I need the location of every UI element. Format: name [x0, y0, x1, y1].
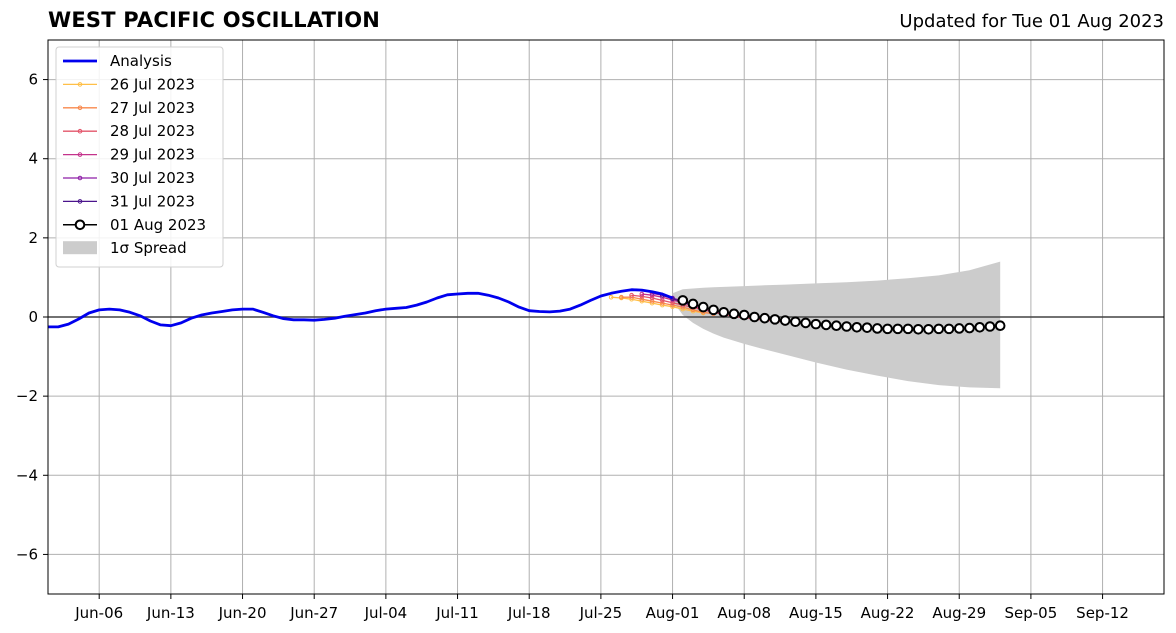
current-forecast-point	[800, 317, 811, 329]
current-forecast-point	[872, 323, 883, 334]
forecast-point	[660, 300, 665, 306]
legend-item: 01 Aug 2023	[63, 216, 206, 234]
legend-label: 1σ Spread	[110, 239, 187, 257]
x-tick-label: Jun-20	[218, 604, 267, 622]
legend-marker	[77, 175, 83, 181]
current-forecast-point	[810, 318, 822, 330]
current-forecast-point	[738, 309, 750, 321]
x-tick-label: Jul-25	[579, 604, 623, 622]
legend-swatch	[63, 241, 97, 255]
legend-item: Analysis	[63, 52, 172, 70]
current-forecast-point	[933, 323, 945, 335]
current-forecast-point	[841, 321, 852, 332]
x-tick-label: Jun-13	[146, 604, 195, 622]
legend-label: 01 Aug 2023	[110, 216, 206, 234]
forecast-point	[619, 294, 624, 300]
forecast-line	[611, 296, 704, 314]
legend-marker	[77, 152, 83, 157]
legend-label: 30 Jul 2023	[110, 169, 195, 187]
current-forecast-point	[820, 319, 832, 331]
forecast-point	[629, 292, 634, 298]
y-tick-label: −4	[16, 466, 38, 484]
current-forecast-point	[697, 301, 709, 313]
current-forecast-point	[769, 314, 781, 325]
y-axis: −6 −4 −2 0 2 4 6	[16, 71, 48, 563]
x-tick-label: Aug-29	[932, 604, 986, 622]
forecast-point	[649, 295, 655, 301]
legend-label: 28 Jul 2023	[110, 122, 195, 140]
x-tick-label: Aug-01	[646, 604, 700, 622]
legend-label: 31 Jul 2023	[110, 192, 195, 210]
legend-marker	[74, 219, 86, 231]
current-forecast-point	[759, 312, 770, 324]
y-tick-label: 4	[28, 150, 38, 168]
legend-marker	[77, 82, 83, 87]
legend-label: 26 Jul 2023	[110, 75, 195, 93]
x-tick-label: Jul-18	[507, 604, 551, 622]
current-forecast-point	[912, 323, 924, 335]
current-forecast-point	[718, 306, 730, 318]
current-forecast-point	[902, 323, 914, 335]
series-lines	[48, 288, 1006, 335]
current-forecast-point	[923, 323, 934, 335]
legend-marker	[77, 128, 83, 134]
x-axis: Jun-06 Jun-13 Jun-20 Jun-27 Jul-04 Jul-11 Jul-…	[74, 594, 1129, 622]
current-forecast-point	[779, 315, 791, 326]
legend-item: 31 Jul 2023	[63, 192, 195, 210]
analysis-line	[48, 288, 674, 329]
forecast-point	[608, 294, 614, 300]
current-forecast-point	[964, 322, 975, 334]
legend-marker	[77, 199, 83, 204]
legend: Analysis 26 Jul 2023 27 Jul 2023 28 Jul 202…	[55, 46, 224, 268]
forecast-point	[639, 291, 645, 297]
current-forecast-point	[728, 308, 740, 320]
current-forecast-point	[851, 321, 863, 333]
current-forecast-point	[831, 320, 842, 332]
legend-item: 27 Jul 2023	[63, 99, 195, 117]
legend-item: 26 Jul 2023	[63, 75, 195, 93]
current-forecast-point	[943, 323, 955, 335]
x-tick-label: Jul-11	[435, 604, 479, 622]
forecast-line	[621, 296, 714, 315]
legend-label: Analysis	[110, 52, 172, 70]
legend-box	[55, 46, 224, 268]
current-forecast-point	[861, 322, 873, 333]
current-forecast-point	[882, 323, 893, 335]
current-forecast-point	[892, 323, 904, 335]
forecast-point	[649, 292, 655, 298]
y-tick-label: −6	[16, 545, 38, 563]
x-tick-label: Jul-04	[364, 604, 408, 622]
legend-item: 30 Jul 2023	[63, 169, 195, 187]
current-forecast-point	[749, 311, 760, 323]
current-forecast-point	[790, 316, 801, 328]
legend-label: 27 Jul 2023	[110, 99, 195, 117]
legend-item: 29 Jul 2023	[63, 146, 195, 164]
current-forecast-point	[974, 321, 986, 333]
x-tick-label: Aug-15	[789, 604, 843, 622]
y-tick-label: −2	[16, 387, 38, 405]
current-forecast-point	[687, 298, 699, 310]
current-forecast-point	[708, 304, 719, 316]
forecast-point	[639, 296, 645, 302]
updated-date: Updated for Tue 01 Aug 2023	[899, 11, 1164, 32]
x-tick-label: Sep-12	[1076, 604, 1129, 622]
x-tick-label: Jun-27	[289, 604, 338, 622]
chart-title: WEST PACIFIC OSCILLATION	[48, 8, 381, 32]
y-tick-label: 2	[28, 229, 38, 247]
x-tick-label: Aug-22	[861, 604, 915, 622]
legend-marker	[77, 105, 83, 111]
y-tick-label: 6	[28, 71, 38, 89]
legend-item: 28 Jul 2023	[63, 122, 195, 140]
x-tick-label: Sep-05	[1005, 604, 1058, 622]
x-tick-label: Jun-06	[74, 604, 123, 622]
x-tick-label: Aug-08	[717, 604, 771, 622]
legend-item: 1σ Spread	[63, 239, 187, 257]
current-forecast-point	[677, 295, 689, 306]
legend-label: 29 Jul 2023	[110, 146, 195, 164]
current-forecast-point	[984, 321, 996, 332]
current-forecast-point	[953, 323, 965, 334]
current-forecast-point	[994, 320, 1006, 332]
y-tick-label: 0	[28, 308, 38, 326]
